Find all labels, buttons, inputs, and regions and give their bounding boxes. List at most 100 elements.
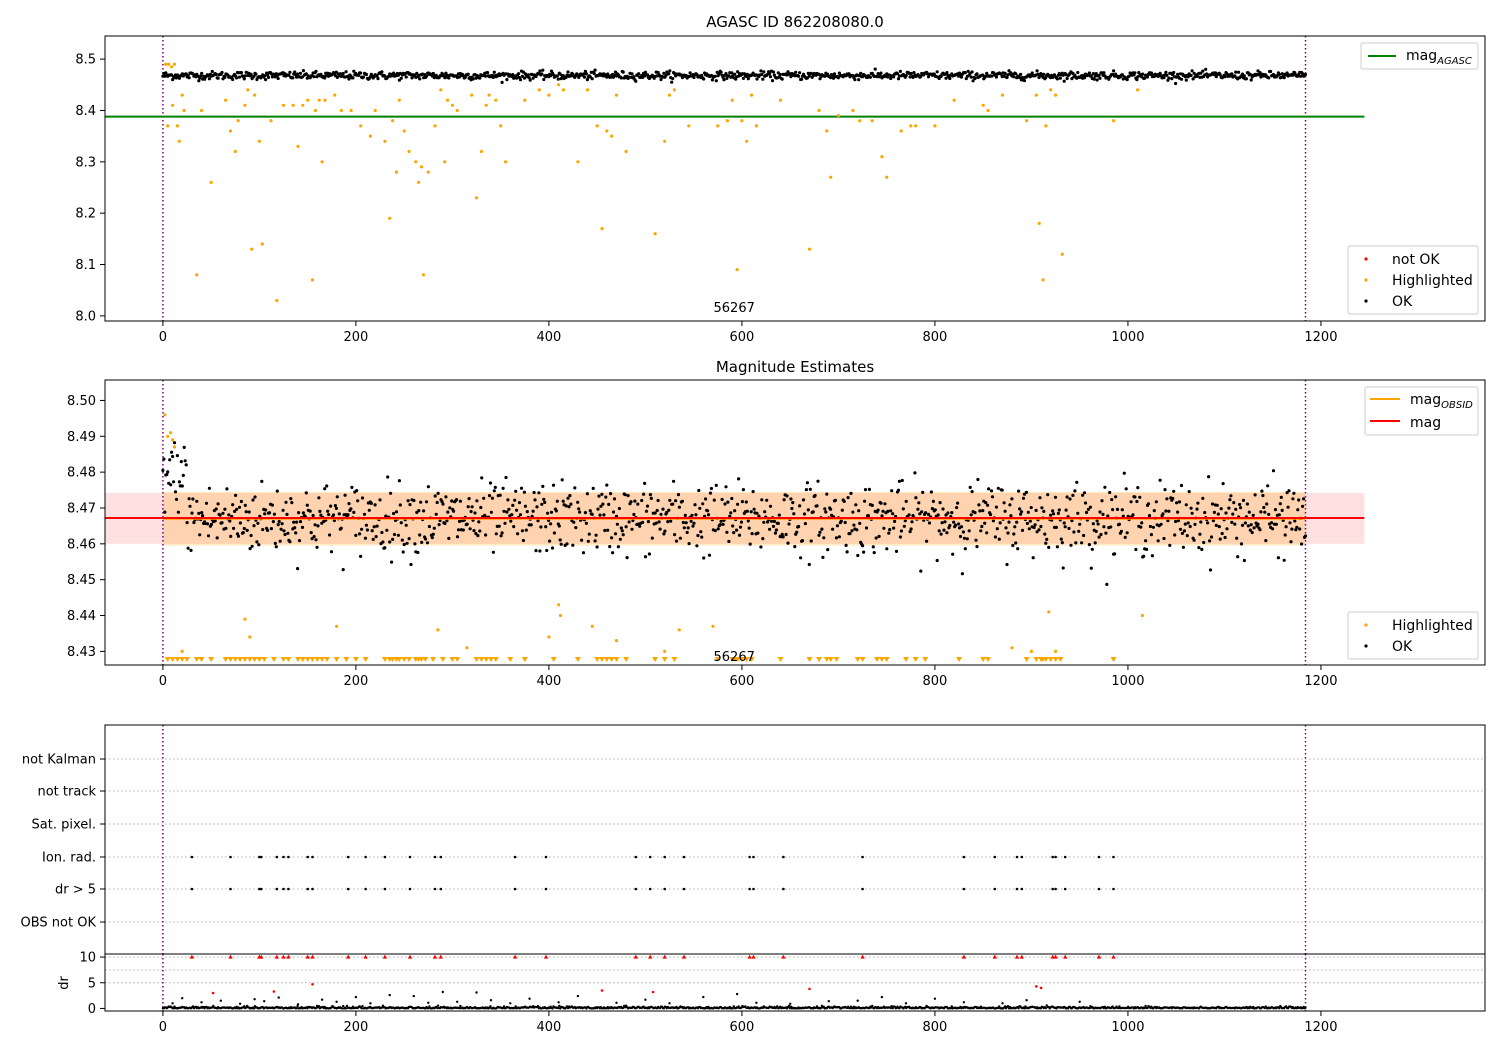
out-of-range-marker	[507, 657, 514, 662]
highlighted-point	[778, 98, 783, 102]
ok-estimate-point	[914, 496, 918, 500]
ok-point	[755, 77, 759, 81]
ok-estimate-point	[756, 531, 760, 535]
ok-estimate-point	[910, 520, 914, 524]
highlighted-estimate-point	[465, 646, 469, 650]
ok-estimate-point	[394, 510, 399, 514]
ok-estimate-point	[1223, 535, 1227, 540]
ok-point	[1014, 72, 1018, 76]
ok-estimate-point	[430, 536, 434, 540]
dr-outlier-point	[171, 1002, 174, 1005]
out-of-range-marker	[735, 657, 742, 662]
dr-point	[1143, 1006, 1146, 1010]
ok-estimate-point	[913, 471, 917, 475]
ion-rad-flag-point	[513, 855, 517, 859]
agasc-ytick-label: 8.3	[75, 155, 96, 170]
ok-estimate-point	[532, 490, 536, 495]
ok-estimate-point	[325, 484, 329, 488]
dr-capped-marker	[407, 954, 413, 959]
ok-estimate-point	[1003, 509, 1007, 513]
ok-estimate-point	[653, 511, 657, 515]
dr-point	[361, 1004, 364, 1008]
highlighted-estimate-point	[557, 603, 561, 607]
ok-estimate-point	[383, 546, 387, 550]
ok-estimate-point	[549, 522, 553, 526]
ok-estimate-point	[280, 522, 284, 526]
ok-point	[1176, 72, 1180, 76]
out-of-range-marker	[980, 657, 987, 662]
ok-estimate-point	[1004, 526, 1008, 530]
highlighted-point	[281, 103, 286, 107]
ok-estimate-point	[833, 498, 838, 502]
ok-point	[592, 71, 596, 76]
ok-estimate-point	[1136, 486, 1140, 490]
ok-estimate-point	[1084, 510, 1089, 515]
ok-estimate-point	[170, 450, 174, 454]
ok-estimate-point	[295, 520, 299, 524]
ok-point	[1007, 69, 1011, 73]
ok-estimate-point	[1082, 491, 1087, 495]
ok-estimate-point	[993, 535, 998, 539]
ok-estimate-point	[713, 529, 717, 533]
dr-outlier-point	[219, 999, 222, 1002]
highlighted-estimate-point	[677, 628, 681, 632]
ok-estimate-point	[1083, 501, 1088, 505]
ok-estimate-point	[826, 548, 830, 552]
ok-estimate-point	[604, 495, 608, 499]
ok-point	[935, 70, 939, 74]
ok-estimate-point	[516, 532, 520, 536]
ok-estimate-point	[468, 527, 472, 531]
out-of-range-marker	[418, 657, 425, 662]
ok-estimate-point	[1248, 528, 1252, 532]
highlighted-point	[349, 108, 353, 113]
ok-point	[780, 77, 784, 81]
ok-estimate-point	[789, 497, 793, 501]
mag-point-legend-box	[1347, 611, 1479, 660]
ok-estimate-point	[951, 552, 955, 556]
dr-outlier-point	[489, 999, 493, 1002]
ok-estimate-point	[487, 494, 492, 498]
dr-outlier-point	[369, 1002, 372, 1005]
ok-estimate-point	[1010, 497, 1014, 501]
ok-point	[540, 72, 544, 76]
ok-estimate-point	[736, 502, 740, 506]
ion-rad-flag-point	[383, 855, 387, 859]
ok-estimate-point	[470, 505, 474, 509]
highlighted-point	[170, 65, 174, 69]
ok-estimate-point	[1103, 485, 1107, 489]
dr-capped-marker	[648, 954, 653, 959]
ok-estimate-point	[578, 510, 582, 514]
ok-estimate-point	[296, 567, 300, 571]
ok-estimate-point	[406, 499, 410, 503]
ok-estimate-point	[1182, 529, 1186, 533]
agasc-ytick-label: 8.1	[75, 258, 96, 273]
dr-point	[191, 1005, 195, 1008]
ok-estimate-point	[482, 496, 486, 500]
ok-estimate-point	[1278, 502, 1282, 506]
ok-estimate-point	[848, 532, 852, 536]
dr-point	[558, 1004, 561, 1008]
ok-point	[1282, 76, 1286, 80]
ok-estimate-point	[894, 549, 899, 554]
ok-estimate-point	[856, 553, 860, 558]
out-of-range-marker	[430, 657, 437, 662]
ok-estimate-point	[729, 511, 733, 515]
highlighted-point	[166, 124, 170, 128]
ok-point	[1277, 72, 1281, 77]
dr-xtick-label: 200	[343, 1020, 368, 1035]
ok-estimate-point	[852, 523, 856, 527]
ok-estimate-point	[787, 522, 791, 526]
ok-estimate-point	[500, 531, 504, 535]
highlighted-point	[745, 139, 749, 143]
ok-estimate-point	[1002, 501, 1006, 505]
highlighted-point	[474, 196, 479, 200]
ok-estimate-point	[822, 536, 826, 540]
ok-estimate-point	[1217, 525, 1221, 529]
ok-estimate-point	[535, 505, 539, 509]
ok-estimate-point	[674, 539, 679, 543]
highlighted-point	[735, 268, 739, 272]
ok-estimate-point	[300, 525, 305, 530]
ok-estimate-point	[727, 539, 731, 544]
out-of-range-marker	[574, 657, 581, 662]
dr-capped-marker	[751, 954, 756, 959]
